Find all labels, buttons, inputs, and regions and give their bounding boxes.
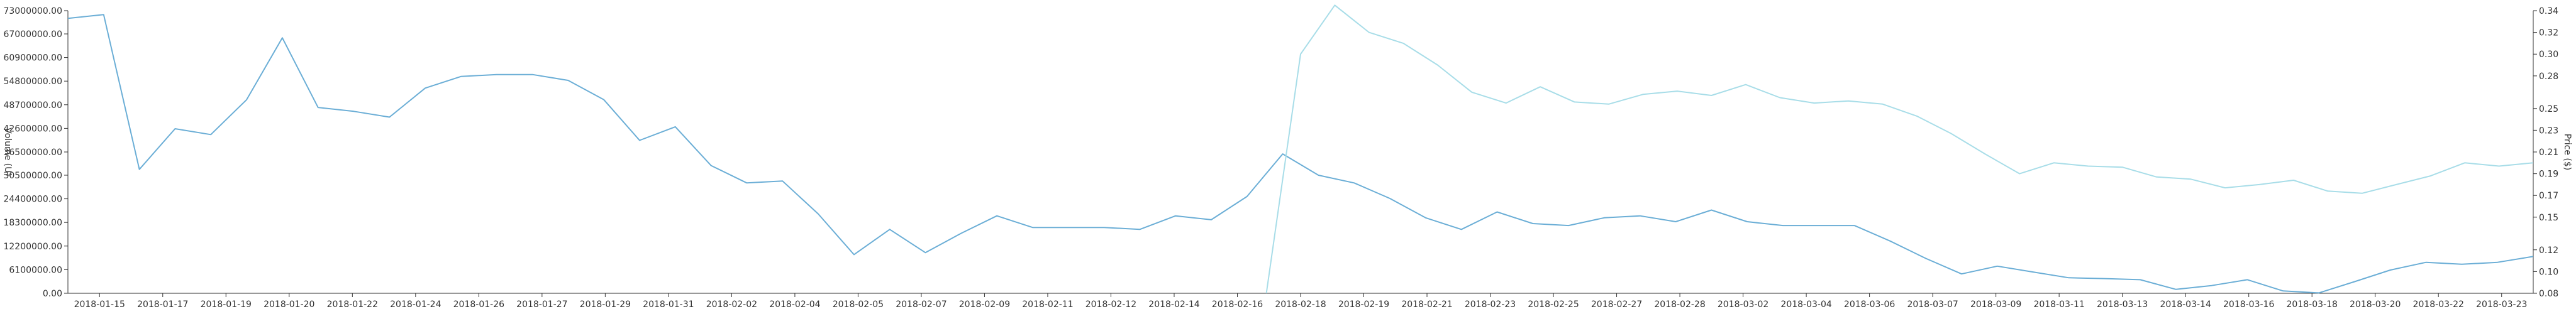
left-y-tick-label: 60900000.00 [3, 53, 62, 63]
x-tick-label: 2018-01-15 [74, 300, 125, 310]
x-tick-label: 2018-01-31 [643, 300, 694, 310]
x-tick-label: 2018-02-25 [1528, 300, 1579, 310]
x-tick-label: 2018-03-20 [2350, 300, 2401, 310]
right-y-tick-label: 0.28 [2539, 72, 2558, 82]
x-tick-label: 2018-03-23 [2476, 300, 2527, 310]
x-tick-label: 2018-01-22 [327, 300, 378, 310]
left-y-tick-label: 36500000.00 [3, 148, 62, 158]
x-tick-label: 2018-02-21 [1401, 300, 1452, 310]
x-tick-label: 2018-02-28 [1654, 300, 1705, 310]
x-tick-label: 2018-01-27 [516, 300, 567, 310]
x-tick-label: 2018-02-05 [833, 300, 884, 310]
right-y-tick-label: 0.10 [2539, 267, 2558, 277]
x-tick-label: 2018-01-17 [137, 300, 188, 310]
x-tick-label: 2018-02-16 [1212, 300, 1263, 310]
right-axis-title: Price ($) [2562, 134, 2572, 170]
x-tick-label: 2018-02-09 [959, 300, 1010, 310]
left-y-tick-label: 48700000.00 [3, 100, 62, 111]
x-tick-label: 2018-03-22 [2413, 300, 2464, 310]
x-tick-label: 2018-01-26 [453, 300, 504, 310]
left-y-tick-label: 54800000.00 [3, 77, 62, 87]
left-y-tick-label: 6100000.00 [9, 265, 62, 275]
x-tick-label: 2018-03-07 [1907, 300, 1958, 310]
right-y-axis-ticks: 0.08 0.10 0.12 0.15 0.17 0.19 0.21 0.23 0.25 0.28… [2533, 6, 2558, 299]
right-y-tick-label: 0.15 [2539, 213, 2558, 223]
left-y-tick-label: 73000000.00 [3, 6, 62, 16]
x-tick-label: 2018-03-11 [2033, 300, 2084, 310]
left-y-tick-label: 0.00 [43, 289, 62, 299]
x-tick-label: 2018-03-14 [2160, 300, 2211, 310]
x-tick-label: 2018-02-12 [1085, 300, 1136, 310]
x-tick-label: 2018-02-23 [1465, 300, 1516, 310]
series-layer [67, 4, 2534, 294]
x-tick-label: 2018-03-18 [2287, 300, 2338, 310]
x-tick-label: 2018-01-19 [201, 300, 252, 310]
x-tick-label: 2018-03-13 [2097, 300, 2148, 310]
left-y-tick-label: 42600000.00 [3, 124, 62, 134]
x-tick-label: 2018-03-06 [1844, 300, 1895, 310]
left-y-tick-label: 67000000.00 [3, 30, 62, 40]
right-y-tick-label: 0.34 [2539, 6, 2558, 16]
right-y-tick-label: 0.17 [2539, 191, 2558, 201]
x-tick-label: 2018-02-18 [1275, 300, 1326, 310]
x-tick-label: 2018-03-02 [1718, 300, 1768, 310]
right-y-tick-label: 0.32 [2539, 28, 2558, 38]
left-axis-title: Volume (U) [3, 127, 13, 176]
right-y-tick-label: 0.19 [2539, 170, 2558, 180]
left-y-tick-label: 30500000.00 [3, 171, 62, 181]
series-line-volume [67, 14, 2534, 294]
right-y-tick-label: 0.25 [2539, 104, 2558, 114]
left-y-tick-label: 18300000.00 [3, 218, 62, 228]
x-tick-label: 2018-03-16 [2223, 300, 2274, 310]
x-tick-label: 2018-01-29 [580, 300, 631, 310]
left-y-axis-ticks: 0.00 6100000.00 12200000.00 18300000.00 2440… [3, 6, 68, 299]
x-tick-label: 2018-03-09 [1970, 300, 2021, 310]
series-line-price [1265, 4, 2534, 294]
left-y-tick-label: 12200000.00 [3, 242, 62, 252]
x-tick-label: 2018-02-04 [769, 300, 820, 310]
x-tick-label: 2018-02-27 [1591, 300, 1642, 310]
x-tick-label: 2018-01-20 [264, 300, 314, 310]
right-y-tick-label: 0.12 [2539, 246, 2558, 256]
x-tick-label: 2018-02-11 [1022, 300, 1073, 310]
right-y-tick-label: 0.23 [2539, 126, 2558, 136]
right-y-tick-label: 0.21 [2539, 148, 2558, 158]
x-tick-label: 2018-02-14 [1148, 300, 1199, 310]
right-y-tick-label: 0.30 [2539, 50, 2558, 60]
x-axis-ticks: 2018-01-15 2018-01-17 2018-01-19 2018-01-20… [74, 293, 2527, 310]
x-tick-label: 2018-02-19 [1338, 300, 1389, 310]
right-y-tick-label: 0.08 [2539, 289, 2558, 299]
x-tick-label: 2018-02-02 [706, 300, 757, 310]
x-tick-label: 2018-01-24 [390, 300, 441, 310]
left-y-tick-label: 24400000.00 [3, 195, 62, 205]
x-tick-label: 2018-03-04 [1780, 300, 1831, 310]
x-tick-label: 2018-02-07 [896, 300, 947, 310]
